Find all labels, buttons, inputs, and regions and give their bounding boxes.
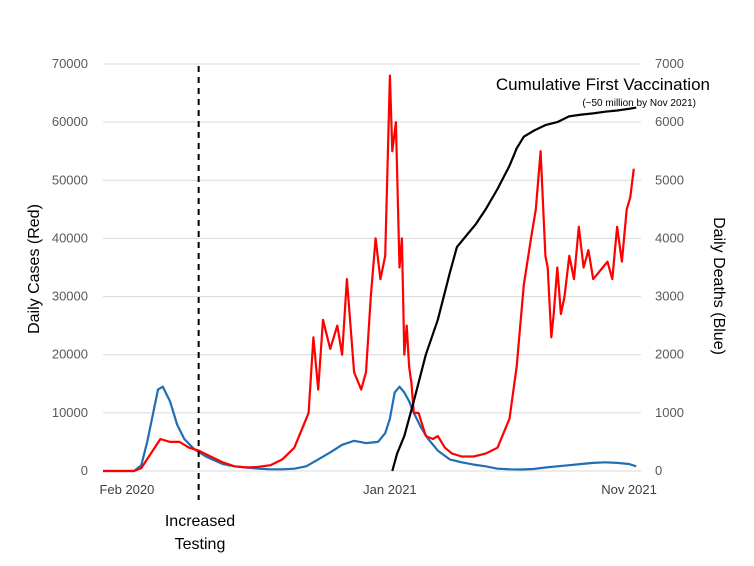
right-tick-label: 1000 <box>655 405 684 420</box>
left-axis-ticks: 0 10000 20000 30000 40000 50000 60000 70000 <box>52 56 88 478</box>
left-tick-label: 40000 <box>52 230 88 245</box>
series <box>103 74 637 473</box>
right-tick-label: 7000 <box>655 56 684 71</box>
left-tick-label: 70000 <box>52 56 88 71</box>
right-tick-label: 6000 <box>655 114 684 129</box>
right-tick-label: 2000 <box>655 347 684 362</box>
vaccination-series-line <box>391 106 637 472</box>
increased-testing-label-line1: Increased <box>165 513 235 530</box>
x-tick-label: Nov 2021 <box>601 482 657 497</box>
x-tick-label: Feb 2020 <box>99 482 154 497</box>
increased-testing-label-line2: Testing <box>175 536 226 553</box>
left-tick-label: 60000 <box>52 114 88 129</box>
cases-series-line <box>103 74 635 473</box>
left-tick-label: 0 <box>81 463 88 478</box>
vaccination-note: (~50 million by Nov 2021) <box>582 98 696 109</box>
right-tick-label: 3000 <box>655 289 684 304</box>
vaccination-label: Cumulative First Vaccination <box>496 75 710 94</box>
right-tick-label: 0 <box>655 463 662 478</box>
left-tick-label: 10000 <box>52 405 88 420</box>
right-axis-ticks: 0 1000 2000 3000 4000 5000 6000 7000 <box>655 56 684 478</box>
right-axis-title: Daily Deaths (Blue) <box>710 217 727 355</box>
left-tick-label: 20000 <box>52 347 88 362</box>
left-axis-title: Daily Cases (Red) <box>26 204 43 334</box>
right-tick-label: 5000 <box>655 172 684 187</box>
x-axis-ticks: Feb 2020 Jan 2021 Nov 2021 <box>99 482 656 497</box>
left-tick-label: 30000 <box>52 289 88 304</box>
right-tick-label: 4000 <box>655 230 684 245</box>
deaths-series-line <box>103 385 637 473</box>
gridlines <box>103 63 641 414</box>
x-tick-label: Jan 2021 <box>363 482 417 497</box>
left-tick-label: 50000 <box>52 172 88 187</box>
